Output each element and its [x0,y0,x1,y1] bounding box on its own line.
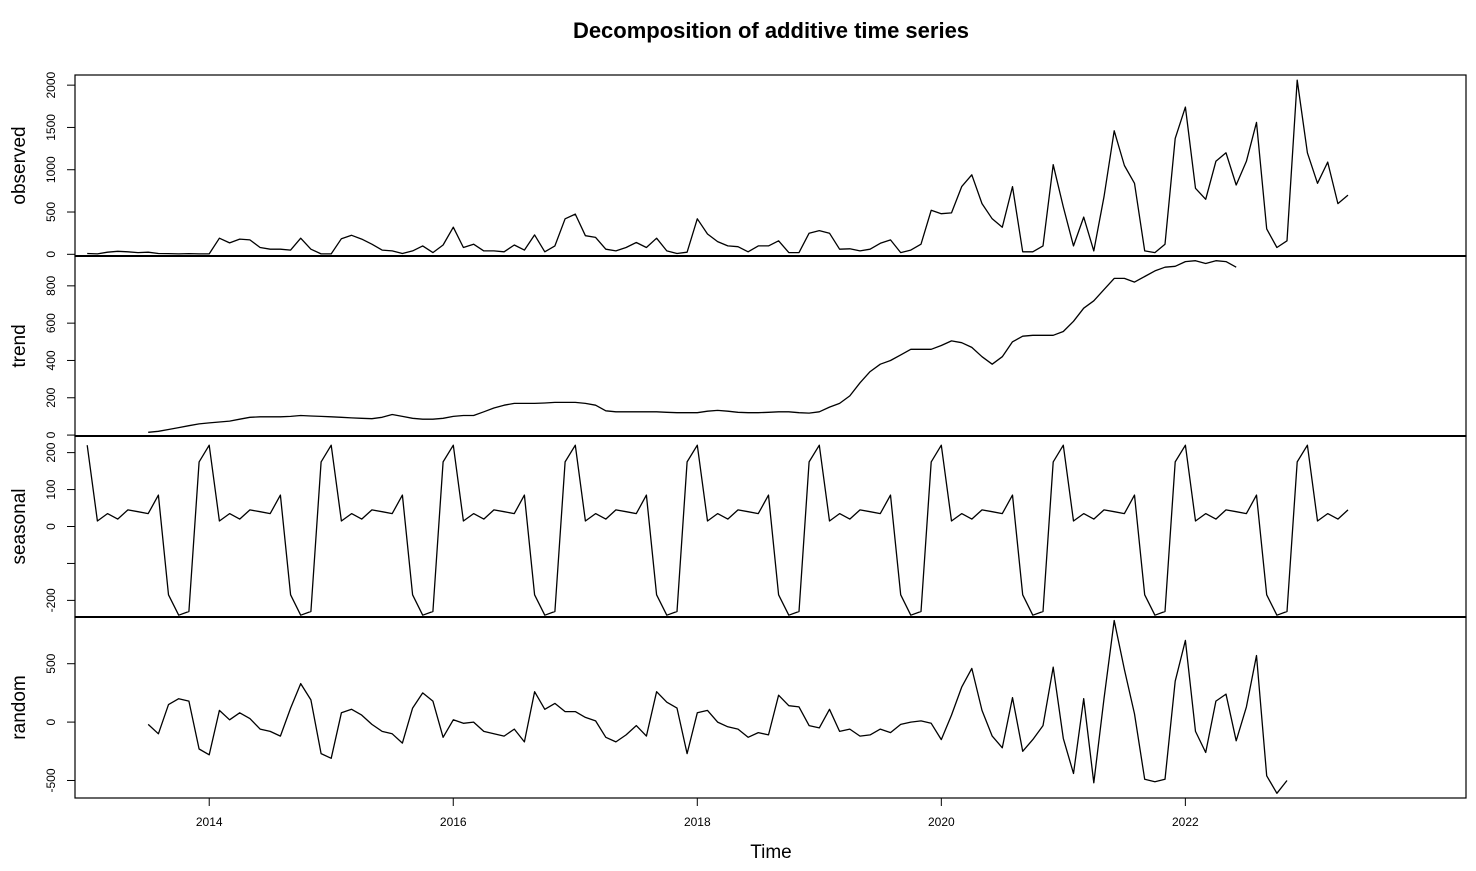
y-tick-label-observed: 500 [44,202,58,222]
x-tick-label: 2018 [684,815,711,829]
y-tick-label-observed: 1000 [44,156,58,183]
panel-trend: 0 200 400 600 800 trend [9,255,1467,438]
series-line-seasonal [86,444,1349,616]
y-axis-label-trend: trend [9,324,30,367]
y-tick-label-random: -500 [44,768,58,792]
x-tick-label: 2016 [440,815,467,829]
y-tick-label-random: 0 [44,718,58,725]
panel-seasonal: -200 0 100 200 seasonal [9,435,1467,618]
y-tick-label-trend: 600 [44,313,58,333]
panel-observed: 0 500 1000 1500 2000 observed [9,71,1467,258]
y-axis-label-observed: observed [9,126,30,204]
x-tick-label: 2020 [928,815,955,829]
y-axis-label-seasonal: seasonal [9,488,30,564]
y-tick-label-observed: 2000 [44,71,58,98]
y-tick-label-seasonal: 100 [44,479,58,499]
y-tick-label-seasonal: -200 [44,588,58,612]
y-tick-label-observed: 0 [44,251,58,258]
x-axis: 2014 2016 2018 2020 2022 [196,798,1199,829]
y-axis-label-random: random [9,675,30,739]
y-tick-label-trend: 400 [44,350,58,370]
y-tick-label-seasonal: 200 [44,442,58,462]
panel-frame-trend [74,255,1467,437]
x-tick-label: 2014 [196,815,223,829]
x-tick-label: 2022 [1172,815,1199,829]
panels-layer: 0500100015002000observed0200400600800tre… [9,71,1467,799]
y-tick-label-observed: 1500 [44,114,58,141]
y-tick-label-trend: 200 [44,387,58,407]
series-line-trend [148,260,1237,433]
panel-frame-random [74,616,1467,799]
y-tick-label-trend: 800 [44,276,58,296]
y-tick-label-seasonal: 0 [44,523,58,530]
series-line-observed [87,79,1349,255]
panel-random: -500 0 500 random [9,616,1467,799]
x-axis-label: Time [750,842,792,863]
panel-frame-observed [74,74,1467,257]
y-tick-label-trend: 0 [44,431,58,438]
series-line-random [147,619,1288,794]
chart-title: Decomposition of additive time series [573,18,969,43]
y-tick-label-random: 500 [44,653,58,673]
